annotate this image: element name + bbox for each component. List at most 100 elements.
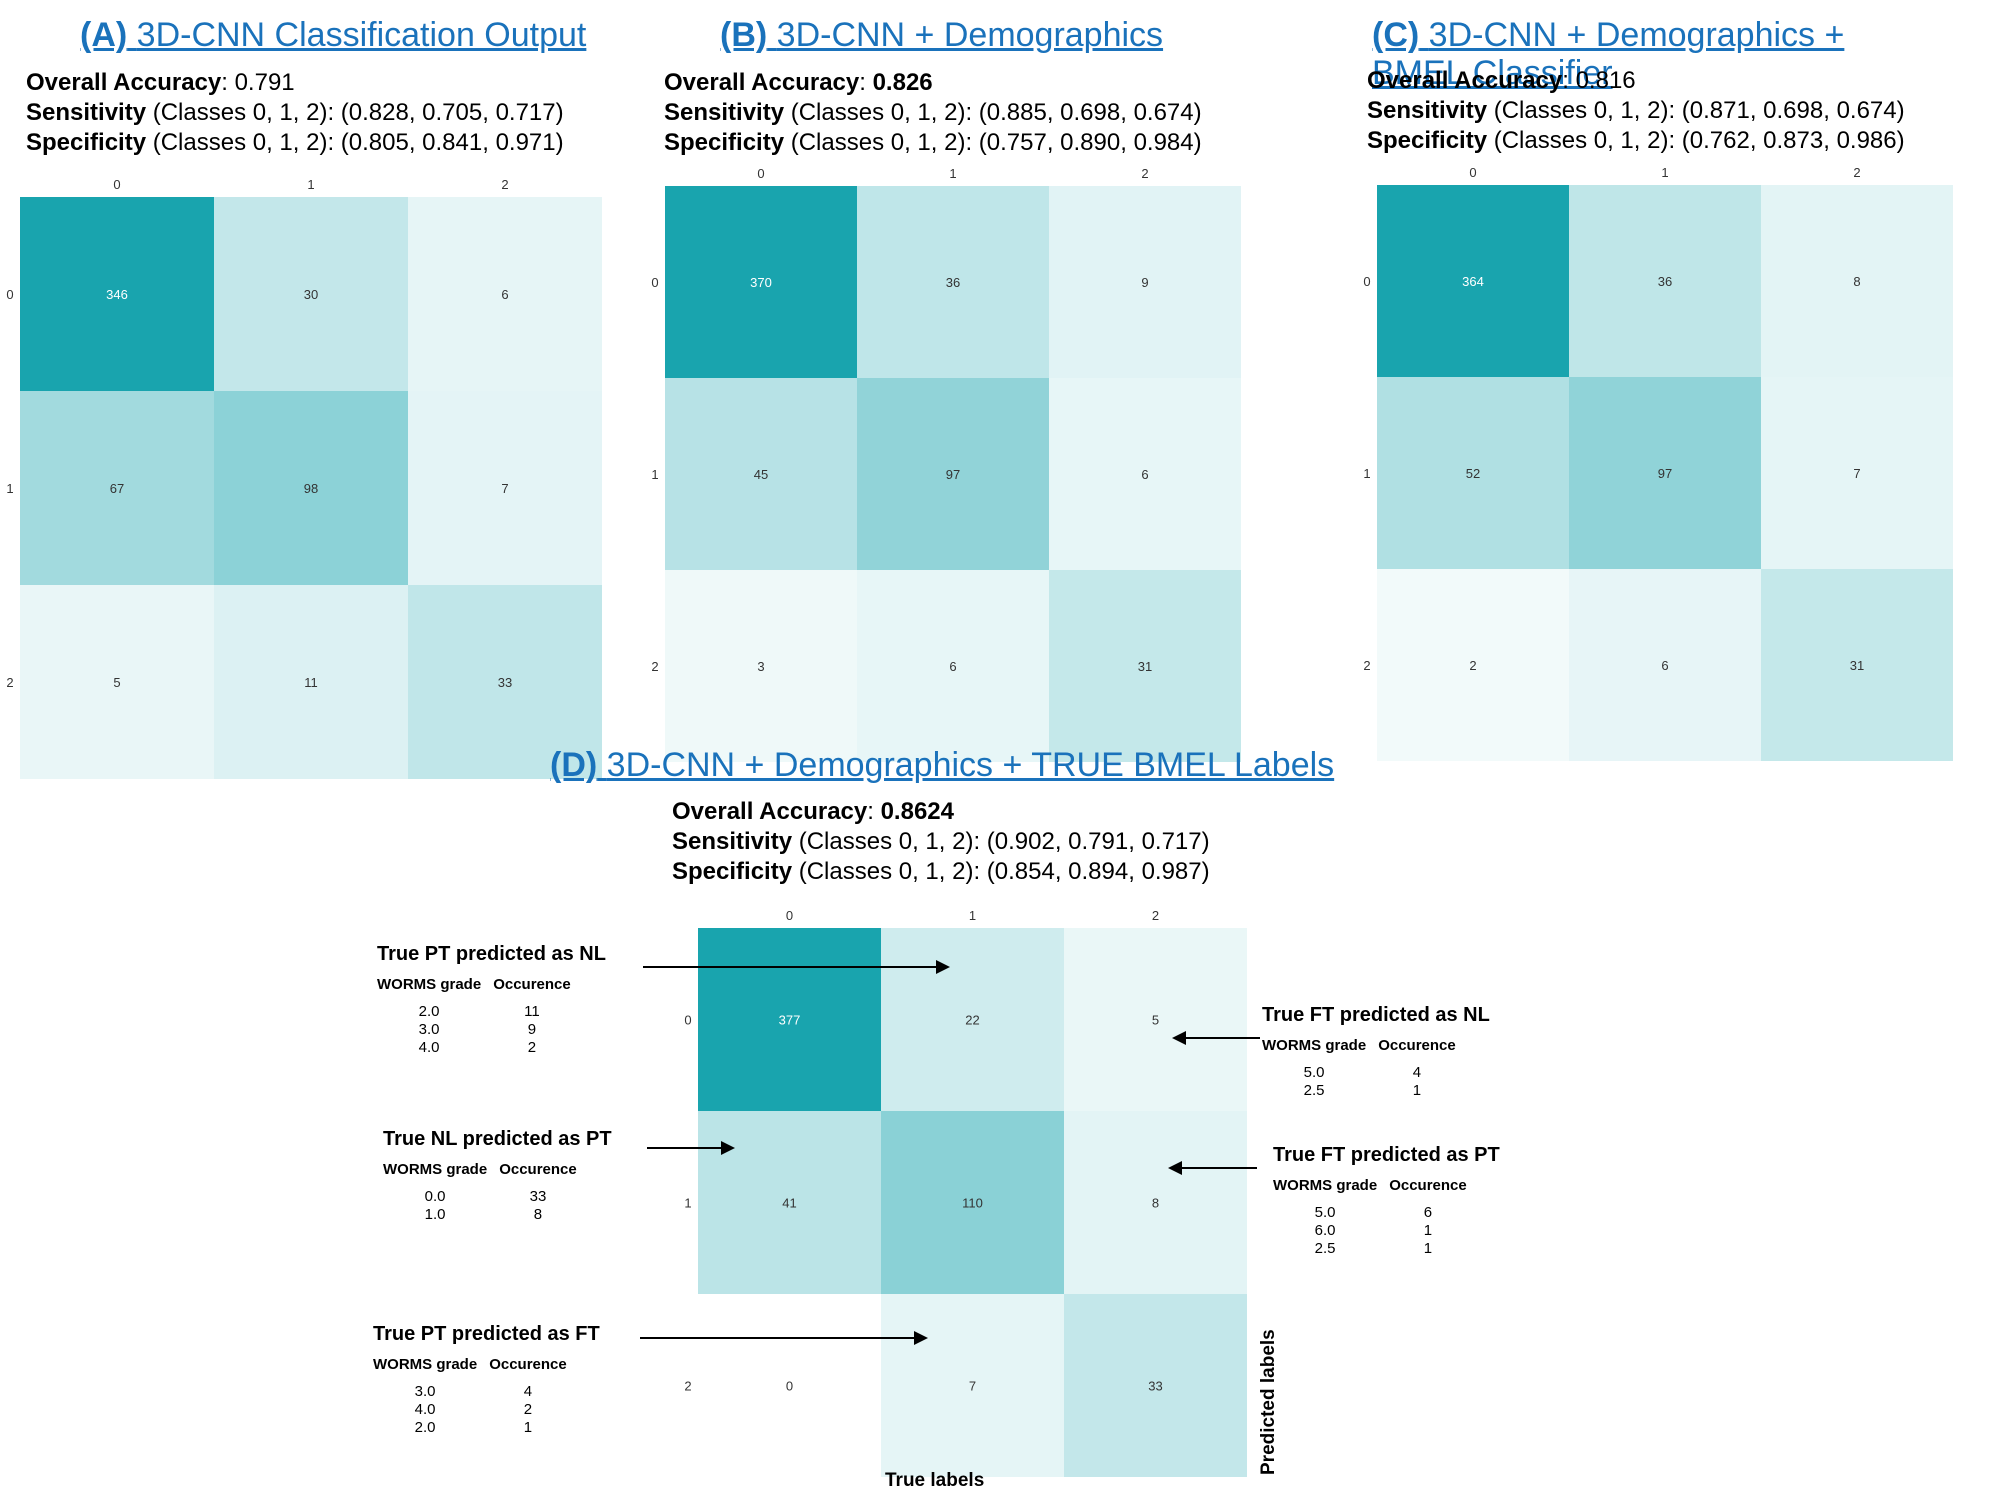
panel-b-specificity-line: Specificity (Classes 0, 1, 2): (0.757, 0…	[664, 128, 1202, 158]
table-row: 2.0 1	[373, 1419, 579, 1437]
callout-title: True FT predicted as PT	[1273, 1144, 1500, 1166]
cell-value-label: 3	[757, 659, 764, 674]
heatmap-cell	[1569, 377, 1761, 569]
col-header-grade: WORMS grade	[377, 976, 482, 993]
heatmap-cell	[1761, 377, 1953, 569]
heatmap-cell	[408, 391, 602, 585]
cell-value-label: 6	[949, 659, 956, 674]
cell-value-label: 33	[1148, 1379, 1162, 1394]
grade-cell: 2.0	[418, 1003, 440, 1020]
occurence-cell: 2	[523, 1401, 533, 1418]
panel-d-title-text: 3D-CNN + Demographics + TRUE BMEL Labels	[606, 746, 1335, 784]
callout-pt-predicted-nl: True PT predicted as NL WORMS grade Occur…	[377, 943, 606, 1057]
row-tick-label: 1	[6, 481, 13, 496]
occurence-cell: 8	[533, 1206, 543, 1223]
row-tick-label: 1	[684, 1196, 691, 1211]
heatmap-cell	[665, 186, 857, 378]
occurence-cell: 1	[523, 1419, 533, 1436]
cell-value-label: 5	[113, 675, 120, 690]
cell-value-label: 97	[946, 467, 960, 482]
cell-value-label: 8	[1853, 274, 1860, 289]
table-row: 0.0 33	[383, 1188, 589, 1206]
panel-b-stats: Overall Accuracy: 0.826 Sensitivity (Cla…	[664, 68, 1202, 158]
panel-b-title-text: 3D-CNN + Demographics	[776, 16, 1164, 54]
callout-title: True PT predicted as NL	[377, 943, 606, 965]
table-row: 4.0 2	[377, 1039, 583, 1057]
specificity-values: (Classes 0, 1, 2): (0.757, 0.890, 0.984)	[790, 129, 1202, 156]
grade-cell: 3.0	[418, 1021, 440, 1038]
panel-c-title: (C) 3D-CNN + Demographics + BMEL Classif…	[1372, 16, 1932, 92]
y-axis-label: Predicted labels	[1258, 1329, 1279, 1475]
col-tick-label: 1	[969, 908, 976, 923]
cell-value-label: 9	[1141, 275, 1148, 290]
specificity-label: Specificity	[672, 858, 793, 885]
row-tick-label: 2	[6, 675, 13, 690]
cell-value-label: 110	[962, 1196, 983, 1211]
panel-a-accuracy-line: Overall Accuracy: 0.791	[26, 69, 295, 96]
accuracy-value: 0.8624	[880, 798, 954, 825]
col-tick-label: 0	[113, 177, 120, 192]
callout-table: WORMS grade Occurence 3.0 4 4.0 2 2.0 1	[373, 1356, 579, 1437]
col-header-occurence: Occurence	[1389, 1177, 1467, 1194]
grade-cell: 0.0	[424, 1188, 446, 1205]
arrow-left-icon	[1172, 1031, 1260, 1045]
col-header-grade: WORMS grade	[1273, 1177, 1378, 1194]
callout-title: True NL predicted as PT	[383, 1128, 612, 1150]
table-row: 2.0 11	[377, 1003, 583, 1021]
callout-title: True PT predicted as FT	[373, 1323, 600, 1345]
panel-b-accuracy-line: Overall Accuracy: 0.826	[664, 69, 933, 96]
cell-value-label: 31	[1850, 658, 1864, 673]
sensitivity-values: (Classes 0, 1, 2): (0.885, 0.698, 0.674)	[790, 99, 1202, 126]
occurence-cell: 1	[1412, 1082, 1422, 1099]
heatmap-cell	[1064, 1294, 1247, 1477]
heatmap-cell	[1049, 186, 1241, 378]
grade-cell: 5.0	[1314, 1204, 1336, 1221]
heatmap-cell	[1064, 928, 1247, 1111]
arrow-right-icon	[643, 960, 950, 974]
panel-d-stats: Overall Accuracy: 0.8624 Sensitivity (Cl…	[672, 797, 1210, 887]
heatmap-cell	[881, 1111, 1064, 1294]
sensitivity-values: (Classes 0, 1, 2): (0.871, 0.698, 0.674)	[1493, 97, 1905, 124]
confusion-matrix-d: 0 1 2 0 1 2 377 22 5 41 110 8 0 7 33	[684, 908, 1247, 1477]
col-tick-label: 2	[1152, 908, 1159, 923]
col-tick-label: 0	[786, 908, 793, 923]
panel-b-title: (B) 3D-CNN + Demographics	[720, 18, 1163, 52]
col-header-grade: WORMS grade	[383, 1161, 488, 1178]
callout-table: WORMS grade Occurence 5.0 4 2.5 1	[1262, 1037, 1468, 1100]
table-row: 6.0 1	[1273, 1222, 1479, 1240]
cell-value-label: 31	[1138, 659, 1152, 674]
col-header-occurence: Occurence	[493, 976, 571, 993]
heatmap-cell	[408, 197, 602, 391]
panel-c-stats: Overall Accuracy: 0.816 Sensitivity (Cla…	[1367, 66, 1905, 156]
row-tick-label: 0	[684, 1013, 691, 1028]
panel-d-sensitivity-line: Sensitivity (Classes 0, 1, 2): (0.902, 0…	[672, 827, 1210, 857]
table-row: 2.5 1	[1273, 1240, 1479, 1258]
panel-c-label: (C)	[1372, 16, 1420, 54]
heatmap-cell	[665, 378, 857, 570]
occurence-cell: 1	[1423, 1222, 1433, 1239]
cell-value-label: 377	[779, 1013, 801, 1028]
accuracy-value: 0.816	[1575, 67, 1636, 94]
accuracy-label: Overall Accuracy	[664, 69, 860, 96]
cell-value-label: 30	[304, 287, 318, 302]
panel-a-title: (A) 3D-CNN Classification Output	[80, 18, 586, 52]
heatmap-cell	[20, 197, 214, 391]
heatmap-cell	[881, 928, 1064, 1111]
cell-value-label: 11	[304, 675, 318, 690]
occurence-cell: 1	[1423, 1240, 1433, 1257]
row-tick-label: 0	[1363, 274, 1370, 289]
specificity-values: (Classes 0, 1, 2): (0.762, 0.873, 0.986)	[1493, 127, 1905, 154]
confusion-matrix-a: 0 1 2 0 1 2 346 30 6 67 98 7 5 11 33	[6, 177, 602, 779]
table-row: 5.0 4	[1262, 1064, 1468, 1082]
cell-value-label: 41	[782, 1196, 796, 1211]
cell-value-label: 67	[110, 481, 124, 496]
heatmap-cell	[1377, 569, 1569, 761]
cell-value-label: 7	[969, 1379, 976, 1394]
col-tick-label: 0	[757, 166, 764, 181]
row-tick-label: 0	[651, 275, 658, 290]
panel-b-sensitivity-line: Sensitivity (Classes 0, 1, 2): (0.885, 0…	[664, 98, 1202, 128]
grade-cell: 2.0	[414, 1419, 436, 1436]
occurence-cell: 6	[1423, 1204, 1433, 1221]
grade-cell: 3.0	[414, 1383, 436, 1400]
